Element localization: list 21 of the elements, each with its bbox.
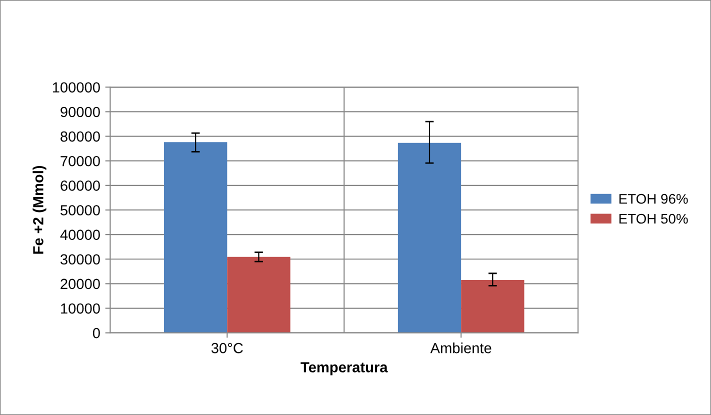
x-tick-label: 30°C — [211, 342, 243, 354]
y-tick-label: 20000 — [60, 278, 100, 290]
y-tick-label: 100000 — [52, 82, 100, 93]
bar — [398, 142, 462, 333]
y-tick-label: 80000 — [60, 131, 100, 142]
y-tick-label: 10000 — [61, 303, 100, 314]
legend-label: ETOH 50% — [619, 214, 688, 224]
y-tick-label: 30000 — [60, 254, 100, 265]
x-axis-title: Temperatura — [300, 362, 388, 376]
y-tick-label: 0 — [92, 328, 100, 338]
legend-label: ETOH 96% — [619, 194, 688, 204]
bar — [164, 142, 228, 333]
bar — [461, 280, 524, 333]
y-axis-title: Fe +2 (Mmol) — [32, 166, 46, 254]
y-tick-label: 50000 — [60, 205, 100, 216]
y-tick-label: 90000 — [60, 106, 100, 118]
x-tick-label: Ambiente — [430, 342, 492, 354]
y-tick-label: 60000 — [60, 180, 100, 191]
y-tick-label: 70000 — [60, 156, 100, 166]
y-tick-label: 40000 — [60, 230, 100, 240]
bar — [227, 256, 290, 333]
